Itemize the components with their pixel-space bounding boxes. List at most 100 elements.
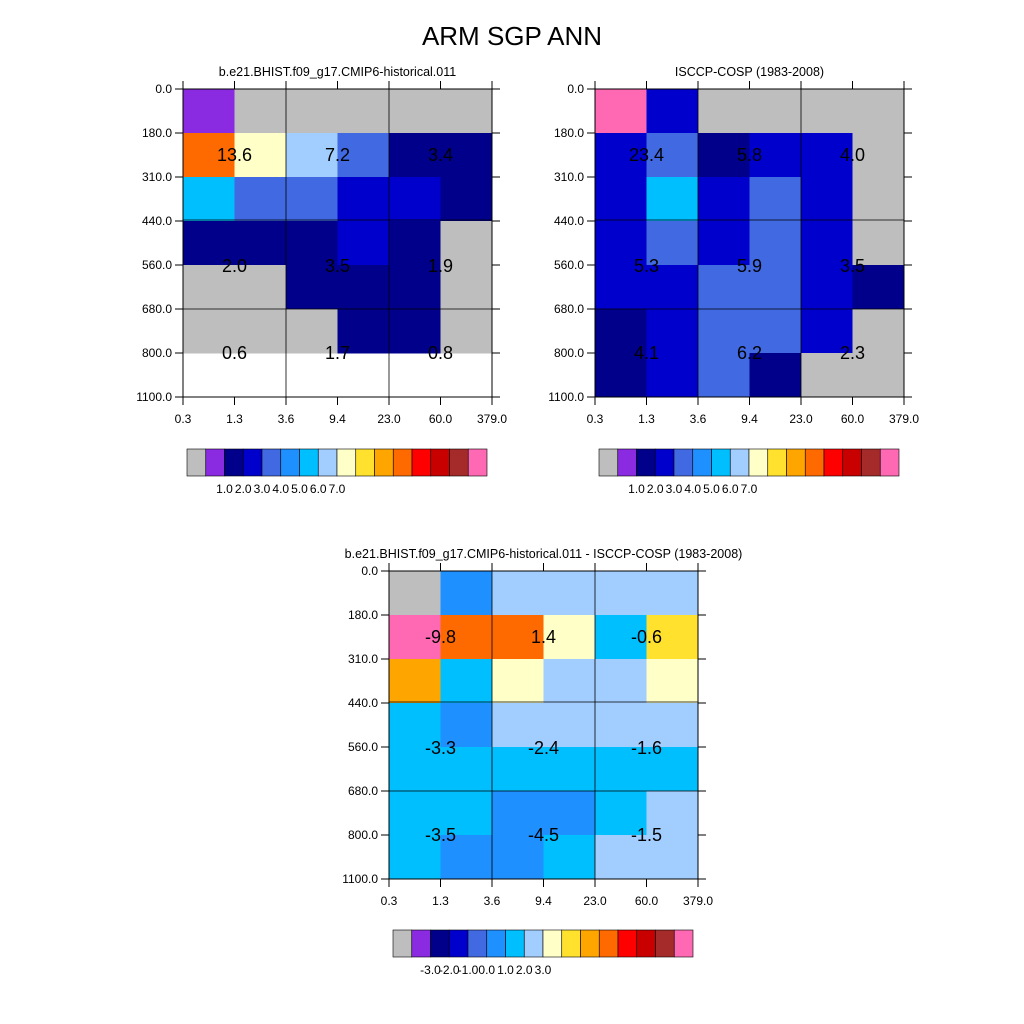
y-tick-label: 310.0 — [142, 170, 172, 184]
heatmap-cell — [389, 703, 441, 748]
heatmap-cell — [595, 747, 647, 792]
heatmap-cell — [801, 133, 853, 178]
heatmap-cell — [183, 265, 235, 310]
heatmap-cell — [801, 353, 853, 398]
colorbar-box — [317, 448, 338, 477]
colorbar-label: 2.0 — [647, 482, 664, 496]
colorbar-box — [486, 929, 506, 958]
heatmap-cell — [801, 221, 853, 266]
heatmap-cell — [749, 89, 802, 134]
colorbar-box — [430, 929, 450, 958]
colorbar-label: -1.0 — [458, 963, 479, 977]
x-tick-label: 0.3 — [587, 412, 604, 426]
x-tick-label: 379.0 — [683, 894, 713, 908]
heatmap-cell — [698, 177, 750, 222]
colorbar-box — [242, 448, 263, 477]
heatmap-cell — [543, 703, 596, 748]
block-value-label: 13.6 — [217, 145, 252, 165]
heatmap-cell — [234, 89, 287, 134]
heatmap-cell — [698, 133, 750, 178]
heatmap-cell — [183, 133, 235, 178]
y-tick-label: 800.0 — [142, 346, 172, 360]
heatmap-cell — [646, 309, 699, 354]
heatmap-cell — [852, 89, 905, 134]
colorbar-box — [505, 929, 525, 958]
panel-difference: b.e21.BHIST.f09_g17.CMIP6-historical.011… — [342, 547, 742, 977]
heatmap-cell — [595, 703, 647, 748]
x-tick-label: 23.0 — [583, 894, 607, 908]
colorbar-label: 3.0 — [666, 482, 683, 496]
x-tick-label: 60.0 — [635, 894, 659, 908]
colorbar-box — [336, 448, 357, 477]
heatmap-cell — [389, 133, 441, 178]
block-value-label: 5.3 — [634, 256, 659, 276]
y-tick-label: 560.0 — [142, 258, 172, 272]
y-tick-label: 0.0 — [155, 82, 172, 96]
colorbar-box — [654, 448, 675, 477]
x-tick-label: 0.3 — [175, 412, 192, 426]
x-tick-label: 9.4 — [329, 412, 346, 426]
colorbar-box — [280, 448, 300, 477]
colorbar-label: 1.0 — [497, 963, 514, 977]
heatmap-cell — [698, 353, 750, 398]
colorbar-label: 2.0 — [516, 963, 533, 977]
heatmap-cell — [646, 177, 699, 222]
heatmap-cell — [389, 571, 441, 616]
y-tick-label: 310.0 — [554, 170, 584, 184]
colorbar-box — [804, 448, 825, 477]
heatmap-cell — [749, 133, 802, 178]
heatmap-cell — [286, 89, 338, 134]
colorbar-box — [467, 448, 488, 477]
y-tick-label: 310.0 — [348, 652, 378, 666]
colorbar-label: 3.0 — [535, 963, 552, 977]
heatmap-cell — [440, 791, 493, 836]
y-tick-label: 560.0 — [554, 258, 584, 272]
colorbar-box — [392, 448, 413, 477]
y-tick-label: 180.0 — [142, 126, 172, 140]
x-tick-label: 379.0 — [477, 412, 507, 426]
colorbar-box — [392, 929, 413, 958]
panel-observation: ISCCP-COSP (1983-2008) 0.0 180.0 310.0 440.0… — [548, 65, 919, 496]
x-tick-label: 3.6 — [690, 412, 707, 426]
x-tick-label: 3.6 — [484, 894, 501, 908]
heatmap-cell — [389, 265, 441, 310]
heatmap-cell — [440, 309, 493, 354]
y-tick-label: 180.0 — [554, 126, 584, 140]
colorbar-label: 5.0 — [703, 482, 720, 496]
heatmap-cell — [595, 615, 647, 660]
heatmap-cell — [389, 791, 441, 836]
colorbar-box — [542, 929, 563, 958]
colorbar-label: 2.0 — [235, 482, 252, 496]
heatmap-cell — [595, 133, 647, 178]
heatmap-cell — [389, 309, 441, 354]
heatmap-cell — [440, 265, 493, 310]
x-tick-label: 1.3 — [432, 894, 449, 908]
heatmap-cell — [698, 265, 750, 310]
heatmap-cell — [749, 177, 802, 222]
heatmap-cell — [183, 221, 235, 266]
heatmap-cell — [389, 89, 441, 134]
heatmap-cell — [595, 221, 647, 266]
heatmap-cell — [492, 835, 544, 880]
colorbar-box — [374, 448, 394, 477]
heatmap-cell — [698, 89, 750, 134]
heatmap-cell — [749, 309, 802, 354]
y-tick-label: 180.0 — [348, 608, 378, 622]
heatmap-cell — [234, 177, 287, 222]
colorbar-box — [842, 448, 862, 477]
x-tick-label: 0.3 — [381, 894, 398, 908]
colorbar-label: 7.0 — [329, 482, 346, 496]
colorbar-box — [580, 929, 600, 958]
y-tick-label: 680.0 — [142, 302, 172, 316]
colorbar-label: 6.0 — [310, 482, 327, 496]
heatmap-cell — [698, 309, 750, 354]
x-tick-label: 3.6 — [278, 412, 295, 426]
heatmap-cell — [595, 177, 647, 222]
heatmap-cell — [646, 791, 699, 836]
panel-model: b.e21.BHIST.f09_g17.CMIP6-historical.011… — [136, 65, 507, 496]
heatmap-cell — [389, 615, 441, 660]
heatmap-cell — [646, 265, 699, 310]
block-value-label: 3.5 — [325, 256, 350, 276]
x-tick-label: 379.0 — [889, 412, 919, 426]
